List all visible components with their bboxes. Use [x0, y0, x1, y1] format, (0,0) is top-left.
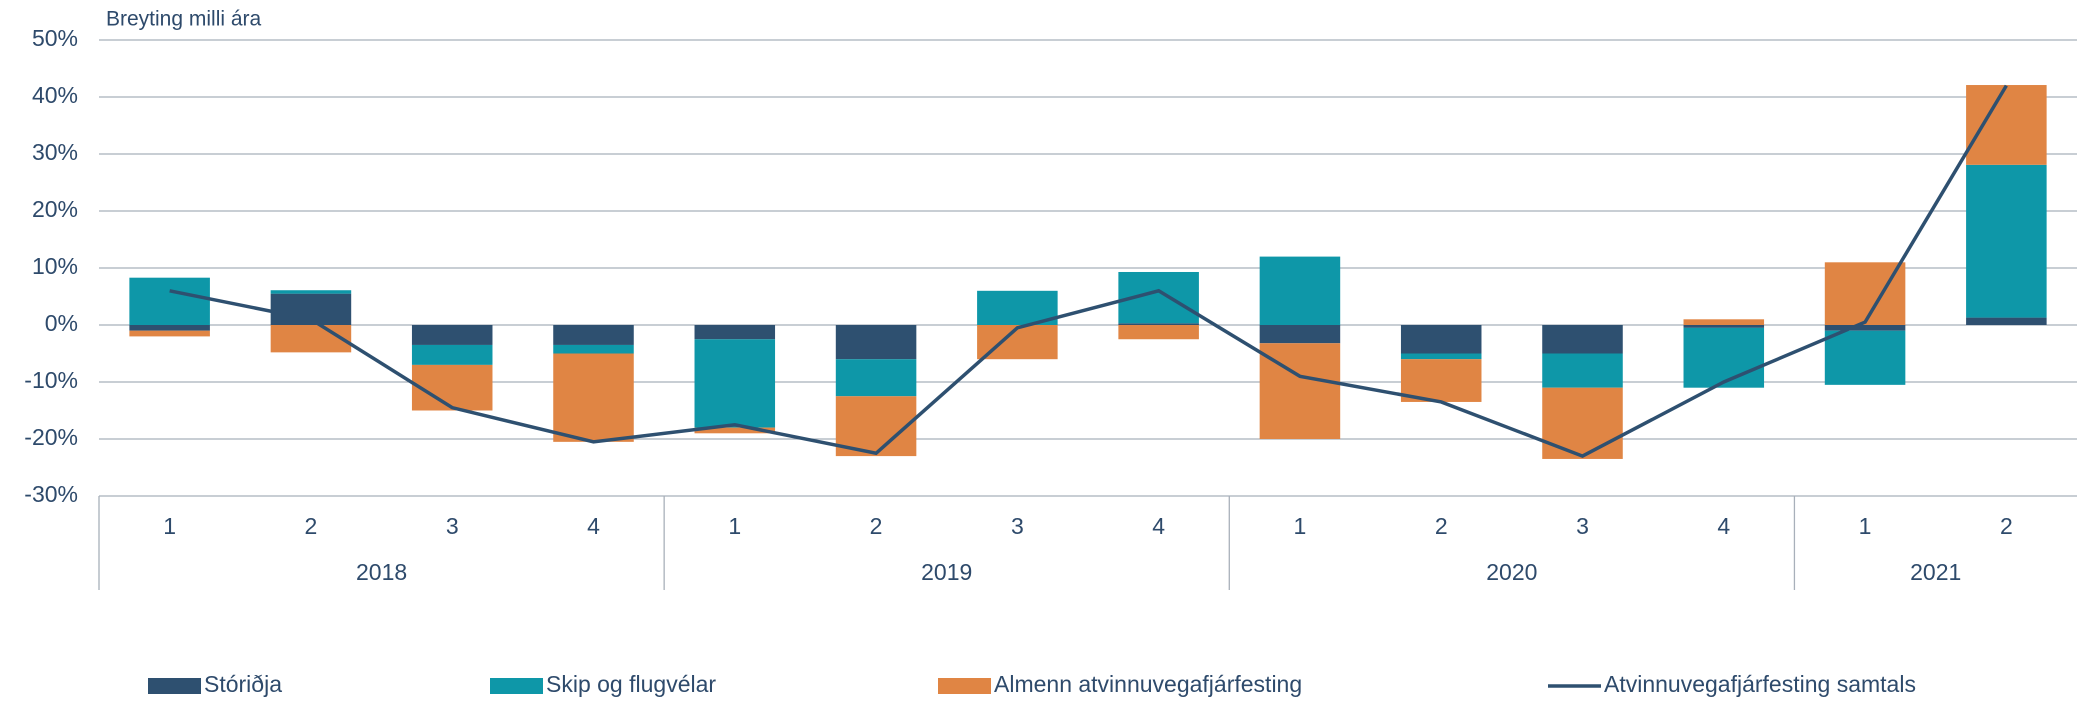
bar [835, 325, 917, 360]
bar [1683, 325, 1765, 328]
legend-label: Almenn atvinnuvegafjárfesting [994, 671, 1302, 697]
y-tick-label: -20% [24, 424, 78, 450]
bar [1542, 353, 1623, 388]
bar [1683, 327, 1765, 388]
legend-marker [490, 678, 543, 694]
legend-label: Skip og flugvélar [546, 671, 716, 697]
bar [1118, 325, 1199, 340]
bar [1824, 325, 1906, 331]
bar [1542, 387, 1623, 459]
bar [129, 277, 210, 325]
bar [129, 325, 210, 331]
legend-label: Stóriðja [204, 671, 282, 697]
bar [1400, 353, 1482, 360]
bar [694, 339, 776, 428]
bar [1118, 323, 1199, 325]
y-tick-label: 0% [45, 310, 78, 336]
legend-marker [148, 678, 201, 694]
legend-label: Atvinnuvegafjárfesting samtals [1604, 671, 1916, 697]
bar [1400, 325, 1482, 354]
x-tick-label: 2 [1435, 513, 1448, 539]
bar [553, 353, 634, 442]
bar [694, 325, 776, 340]
y-tick-label: -30% [24, 481, 78, 507]
x-tick-label: 2 [2000, 513, 2013, 539]
x-tick-label: 4 [1717, 513, 1730, 539]
x-tick-label: 4 [1152, 513, 1165, 539]
x-tick-label: 1 [728, 513, 741, 539]
bar [1966, 317, 2047, 325]
y-tick-label: 30% [32, 139, 78, 165]
legend-marker [938, 678, 991, 694]
bar [835, 359, 917, 397]
bar [1824, 262, 1906, 325]
x-tick-label: 1 [1859, 513, 1872, 539]
bar [1683, 319, 1765, 325]
bar [411, 325, 493, 345]
line [169, 84, 2008, 459]
bar [1542, 325, 1623, 354]
bar [411, 364, 493, 411]
bar [411, 344, 493, 365]
group-label: 2021 [1910, 559, 1961, 585]
bar [270, 290, 352, 294]
x-tick-label: 1 [1294, 513, 1307, 539]
x-tick-label: 2 [305, 513, 318, 539]
group-label: 2018 [356, 559, 407, 585]
x-tick-label: 3 [1011, 513, 1024, 539]
x-tick-label: 1 [163, 513, 176, 539]
bar [129, 330, 210, 337]
bar [270, 325, 352, 353]
bar [1259, 256, 1341, 325]
x-tick-label: 2 [870, 513, 883, 539]
x-tick-label: 4 [587, 513, 600, 539]
bar [1400, 359, 1482, 402]
y-tick-label: -10% [24, 367, 78, 393]
y-tick-label: 50% [32, 25, 78, 51]
bar [553, 325, 634, 345]
y-tick-label: 20% [32, 196, 78, 222]
bar [1966, 85, 2047, 165]
axis-title: Breyting milli ára [106, 8, 262, 31]
x-tick-label: 3 [1576, 513, 1589, 539]
bar [553, 344, 634, 354]
bar [1966, 164, 2047, 318]
group-label: 2019 [921, 559, 972, 585]
y-tick-label: 40% [32, 82, 78, 108]
bar [1824, 330, 1906, 385]
group-label: 2020 [1486, 559, 1537, 585]
x-tick-label: 3 [446, 513, 459, 539]
y-tick-label: 10% [32, 253, 78, 279]
bar [1259, 325, 1341, 344]
bar [694, 427, 776, 434]
